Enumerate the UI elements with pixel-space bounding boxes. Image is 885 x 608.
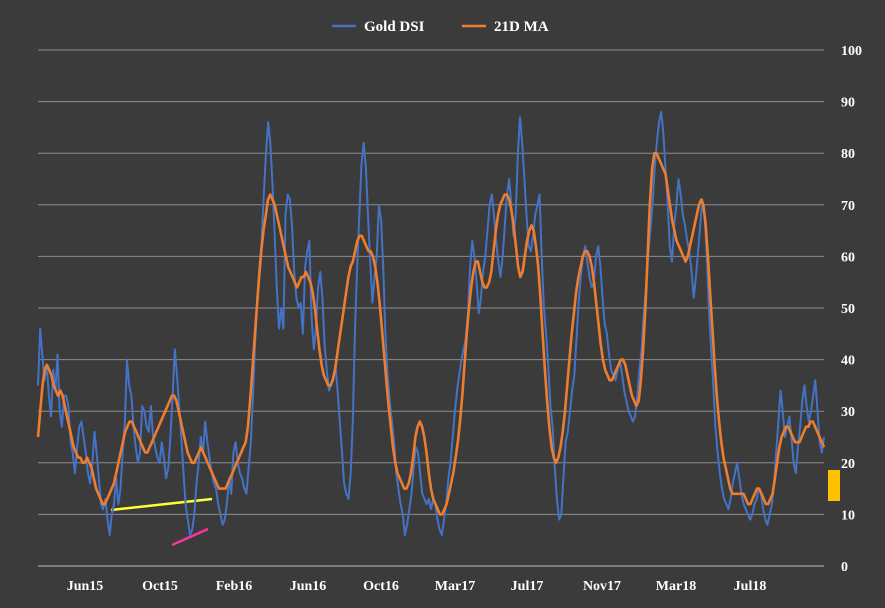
legend-label: 21D MA — [494, 19, 549, 35]
x-tick-label: Feb16 — [216, 579, 253, 594]
series-lines — [36, 110, 826, 536]
x-tick-label: Oct16 — [363, 579, 399, 594]
y-axis: 0 10 20 30 40 50 60 70 80 90 100 — [841, 44, 862, 575]
y-tick-label: 100 — [841, 44, 862, 59]
x-tick-label: Jun15 — [67, 579, 104, 594]
y-tick-label: 10 — [841, 508, 855, 523]
x-tick-label: Nov17 — [583, 579, 621, 594]
y-tick-label: 70 — [841, 199, 855, 214]
y-tick-label: 60 — [841, 250, 855, 265]
annotations — [110, 470, 840, 547]
y-tick-label: 80 — [841, 147, 855, 162]
y-tick-label: 90 — [841, 96, 855, 111]
legend: Gold DSI 21D MA — [332, 19, 549, 35]
series-line-gold-dsi — [37, 110, 825, 536]
x-tick-label: Jul18 — [734, 579, 767, 594]
series-line-21d-ma — [36, 151, 826, 516]
support-trendline-yellow — [110, 497, 213, 512]
y-tick-label: 50 — [841, 302, 855, 317]
x-tick-label: Jun16 — [290, 579, 327, 594]
current-value-marker — [828, 470, 840, 501]
x-axis: Jun15 Oct15 Feb16 Jun16 Oct16 Mar17 Jul17 Nov17… — [67, 579, 767, 594]
x-tick-label: Mar18 — [656, 579, 696, 594]
x-tick-label: Jul17 — [511, 579, 544, 594]
y-tick-label: 40 — [841, 354, 855, 369]
legend-label: Gold DSI — [364, 19, 425, 35]
support-trendline-pink — [171, 527, 209, 547]
x-tick-label: Oct15 — [142, 579, 178, 594]
x-tick-label: Mar17 — [435, 579, 475, 594]
y-tick-label: 0 — [841, 560, 848, 575]
y-tick-label: 20 — [841, 457, 855, 472]
y-tick-label: 30 — [841, 405, 855, 420]
